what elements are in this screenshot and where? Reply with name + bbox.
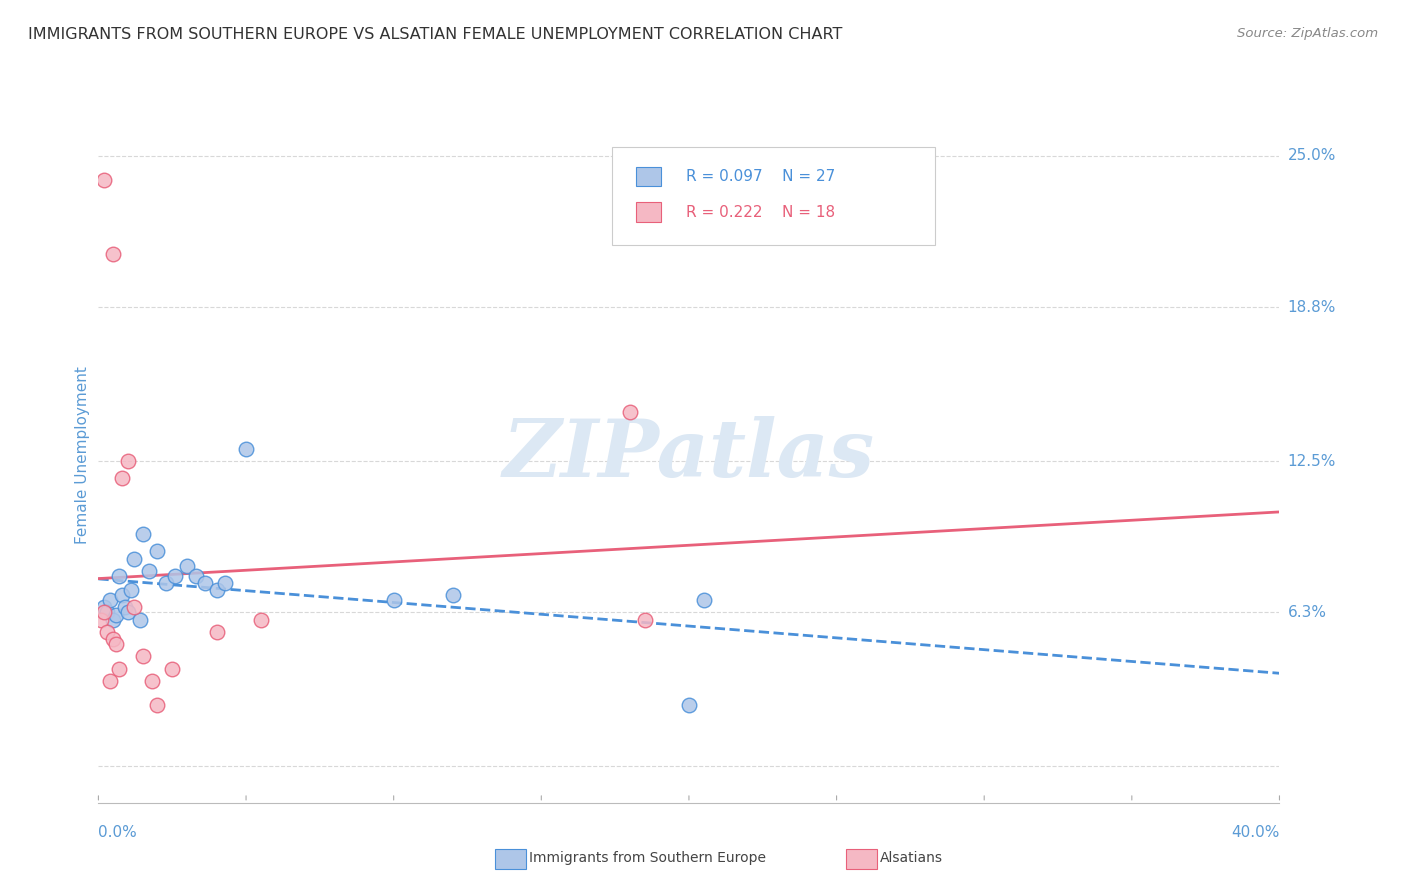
Point [117,454,139,468]
Text: 12.5%: 12.5% [1288,453,1336,468]
Point [98,673,121,688]
Text: 0.0%: 0.0% [98,825,138,840]
Point [120,583,142,598]
Point [103,632,125,647]
Point [441,588,464,602]
Point [114,600,136,615]
Point [141,673,163,688]
Point [678,698,700,713]
Text: ZIPatlas: ZIPatlas [503,417,875,493]
Point [184,568,207,582]
Point [693,593,716,607]
Text: Alsatians: Alsatians [880,851,943,865]
Point [111,471,134,485]
Point [93,600,115,615]
Point [103,613,125,627]
Point [96,624,118,639]
Point [205,624,228,639]
Point [235,442,257,456]
Text: Source: ZipAtlas.com: Source: ZipAtlas.com [1237,27,1378,40]
Point [205,583,228,598]
Text: R = 0.222    N = 18: R = 0.222 N = 18 [686,205,835,219]
Point [111,588,134,602]
Point [117,606,139,620]
Text: IMMIGRANTS FROM SOUTHERN EUROPE VS ALSATIAN FEMALE UNEMPLOYMENT CORRELATION CHAR: IMMIGRANTS FROM SOUTHERN EUROPE VS ALSAT… [28,27,842,42]
Point [108,568,131,582]
Point [90,613,112,627]
Point [105,607,128,622]
Point [146,698,169,713]
Point [633,613,655,627]
Text: 18.8%: 18.8% [1288,300,1336,315]
Point [132,649,155,664]
Point [105,637,128,651]
Point [122,551,145,566]
Point [214,576,236,591]
Point [382,593,405,607]
Point [165,568,187,582]
Text: 40.0%: 40.0% [1232,825,1279,840]
Point [98,593,121,607]
Text: 25.0%: 25.0% [1288,148,1336,163]
Point [108,661,131,675]
Point [138,564,160,578]
Point [93,606,115,620]
Point [155,576,177,591]
Point [128,613,150,627]
Point [194,576,217,591]
Point [146,544,169,558]
Point [132,527,155,541]
Text: R = 0.097    N = 27: R = 0.097 N = 27 [686,169,835,184]
Text: Immigrants from Southern Europe: Immigrants from Southern Europe [529,851,766,865]
Point [93,173,115,187]
Point [250,613,273,627]
Point [103,246,125,260]
Point [162,661,183,675]
Point [122,600,145,615]
Point [176,559,198,574]
Point [619,405,641,419]
Y-axis label: Female Unemployment: Female Unemployment [75,366,90,544]
Point [96,606,118,620]
Text: 6.3%: 6.3% [1288,605,1327,620]
